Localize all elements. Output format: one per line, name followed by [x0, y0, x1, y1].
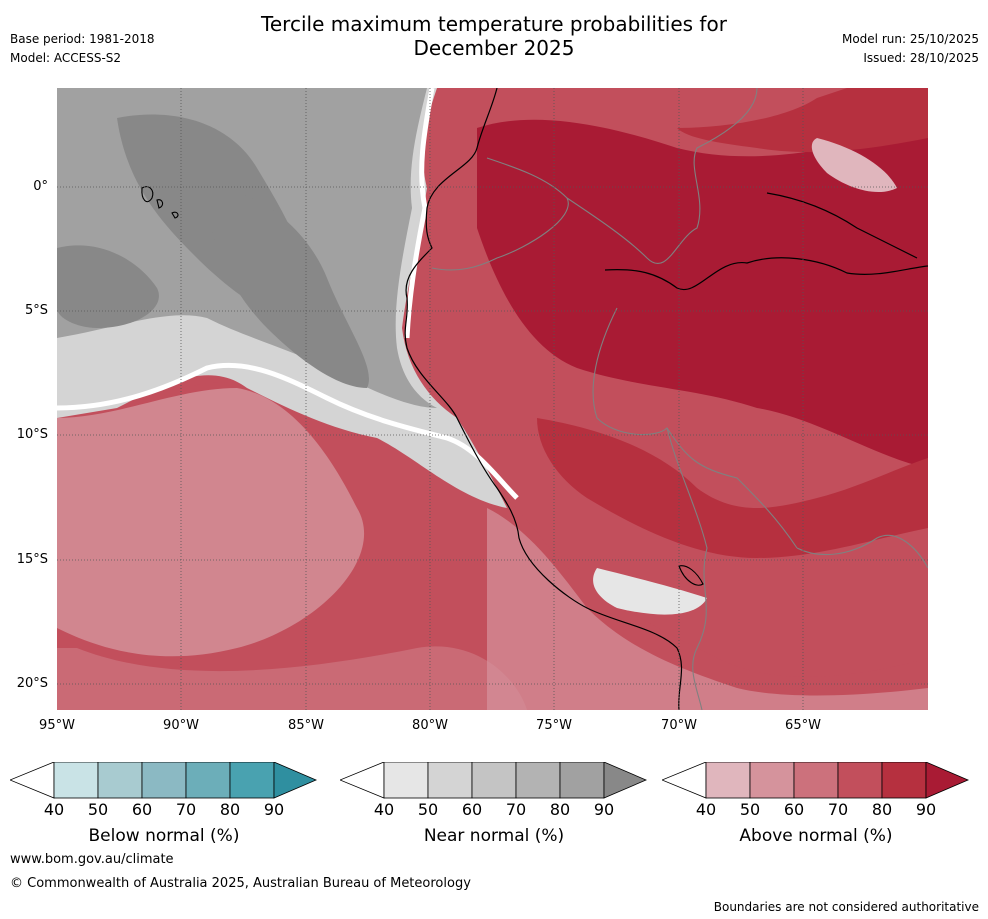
model-run: Model run: 25/10/2025 — [841, 32, 979, 46]
cb-below-tick-50: 50 — [87, 800, 109, 819]
above-normal-80-land — [537, 418, 928, 558]
colorbar-near — [338, 761, 648, 802]
cb-near-tick-40: 40 — [373, 800, 395, 819]
cb-above-tick-90: 90 — [915, 800, 937, 819]
ocean-light-zone — [57, 388, 365, 657]
page-title: Tercile maximum temperature probabilitie… — [0, 12, 988, 60]
colorbar-above-seg-4 — [837, 761, 883, 799]
colorbar-near-graphic — [338, 761, 648, 799]
footer-copyright: © Commonwealth of Australia 2025, Austra… — [10, 876, 471, 891]
cb-near-tick-80: 80 — [549, 800, 571, 819]
footer-disclaimer: Boundaries are not considered authoritat… — [713, 900, 979, 914]
colorbar-above-seg-5 — [881, 761, 927, 799]
colorbar-above-label: Above normal (%) — [739, 826, 893, 846]
colorbar-above-seg-0 — [660, 761, 707, 799]
lon-label-90w: 90°W — [163, 718, 199, 733]
zone-boundary — [57, 362, 519, 500]
colorbar-below — [8, 761, 318, 802]
colorbar-above-seg-3 — [793, 761, 839, 799]
colorbar-near-seg-3 — [471, 761, 517, 799]
cb-above-tick-50: 50 — [739, 800, 761, 819]
negro-river — [766, 192, 918, 259]
lon-label-75w: 75°W — [536, 718, 572, 733]
colorbar-below-graphic — [8, 761, 318, 799]
colorbar-below-seg-6 — [273, 761, 318, 799]
colorbar-above-seg-1 — [705, 761, 751, 799]
colorbar-near-seg-4 — [515, 761, 561, 799]
lon-label-95w: 95°W — [39, 718, 75, 733]
lon-label-70w: 70°W — [661, 718, 697, 733]
cb-below-tick-70: 70 — [175, 800, 197, 819]
title-line-1: Tercile maximum temperature probabilitie… — [261, 12, 727, 36]
above-normal-light-patch — [811, 138, 897, 193]
border-bolivia-brazil — [796, 534, 928, 569]
lat-label-5s: 5°S — [24, 303, 48, 318]
cb-above-tick-60: 60 — [783, 800, 805, 819]
cb-near-tick-70: 70 — [505, 800, 527, 819]
lat-label-0: 0° — [33, 179, 48, 194]
colorbar-above-graphic — [660, 761, 970, 799]
border-colombia — [566, 88, 758, 265]
cb-below-tick-80: 80 — [219, 800, 241, 819]
cb-near-tick-60: 60 — [461, 800, 483, 819]
cb-above-tick-70: 70 — [827, 800, 849, 819]
zone-boundary-north — [404, 88, 435, 339]
colorbar-below-seg-0 — [8, 761, 55, 799]
cb-below-tick-60: 60 — [131, 800, 153, 819]
lat-label-15s: 15°S — [16, 552, 48, 567]
near-normal-patch-south — [593, 568, 707, 615]
border-ecuador — [431, 157, 569, 271]
cb-near-tick-50: 50 — [417, 800, 439, 819]
border-peru-bolivia — [666, 427, 708, 710]
lat-label-10s: 10°S — [16, 427, 48, 442]
model-name: Model: ACCESS-S2 — [10, 51, 122, 65]
colorbar-above — [660, 761, 970, 802]
cb-below-tick-90: 90 — [263, 800, 285, 819]
colorbar-below-seg-4 — [185, 761, 231, 799]
coastal-light-zone — [487, 508, 928, 710]
colorbar-near-label: Near normal (%) — [423, 826, 565, 846]
footer-url: www.bom.gov.au/climate — [10, 852, 174, 867]
ocean-light-zone-south — [57, 646, 527, 710]
near-normal-zone-90b — [207, 188, 369, 388]
graticule — [57, 88, 928, 710]
title-line-2: December 2025 — [413, 36, 575, 60]
cb-below-tick-40: 40 — [43, 800, 65, 819]
colorbar-below-seg-3 — [141, 761, 187, 799]
lake-titicaca — [678, 565, 704, 586]
lon-label-80w: 80°W — [412, 718, 448, 733]
lon-label-85w: 85°W — [288, 718, 324, 733]
near-normal-zone-90c — [57, 245, 159, 328]
colorbar-above-seg-6 — [925, 761, 970, 799]
lon-label-65w: 65°W — [785, 718, 821, 733]
probability-map — [57, 88, 928, 710]
colorbar-near-seg-2 — [427, 761, 473, 799]
lat-label-20s: 20°S — [16, 676, 48, 691]
cb-near-tick-90: 90 — [593, 800, 615, 819]
amazon-river — [604, 257, 928, 291]
coastline — [404, 88, 683, 710]
cb-above-tick-40: 40 — [695, 800, 717, 819]
colorbar-near-seg-0 — [338, 761, 385, 799]
issued-date: Issued: 28/10/2025 — [863, 51, 979, 65]
colorbar-below-seg-2 — [97, 761, 143, 799]
colorbar-below-label: Below normal (%) — [88, 826, 240, 846]
colorbar-below-seg-5 — [229, 761, 275, 799]
cb-above-tick-80: 80 — [871, 800, 893, 819]
colorbar-near-seg-1 — [383, 761, 429, 799]
colorbar-below-seg-1 — [53, 761, 99, 799]
colorbar-above-seg-2 — [749, 761, 795, 799]
above-normal-80-north — [677, 88, 928, 153]
colorbar-near-seg-6 — [603, 761, 648, 799]
base-period: Base period: 1981-2018 — [10, 32, 155, 46]
colorbar-near-seg-5 — [559, 761, 605, 799]
